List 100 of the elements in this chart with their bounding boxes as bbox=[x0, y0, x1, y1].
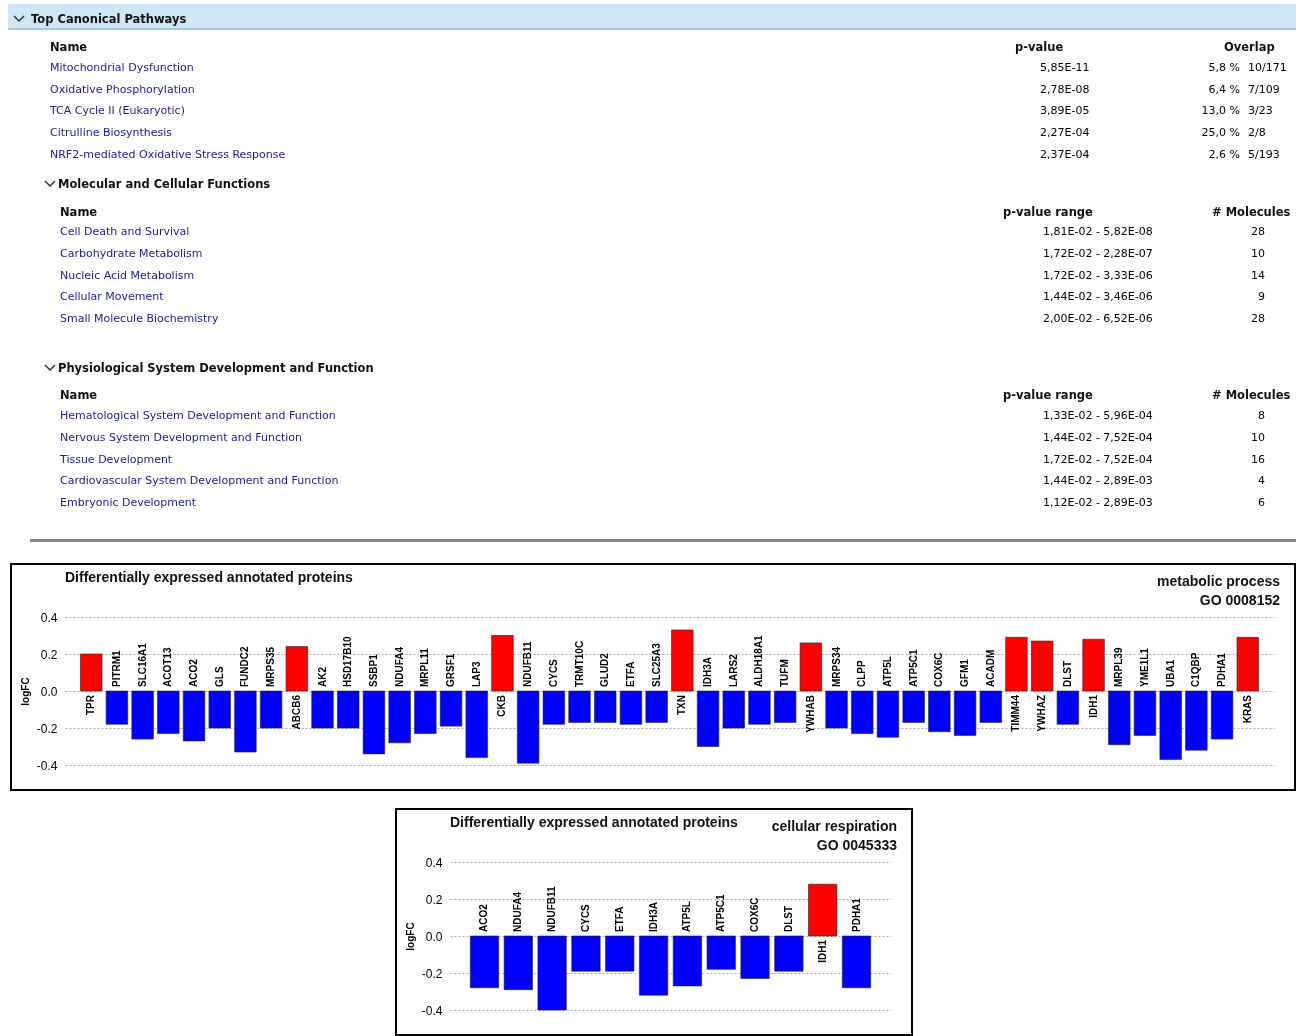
bar bbox=[1108, 690, 1131, 745]
text: Carbohydrate Metabolism bbox=[60, 247, 203, 261]
bar bbox=[568, 690, 591, 723]
text: p-value bbox=[1015, 40, 1064, 54]
bar bbox=[928, 690, 951, 732]
bar bbox=[748, 690, 771, 725]
x-tick-label: FUNDC2 bbox=[239, 646, 251, 687]
x-tick-label: CKB bbox=[496, 695, 508, 717]
bar bbox=[105, 690, 129, 725]
text: 5/193 bbox=[1248, 148, 1280, 162]
bar bbox=[208, 690, 231, 729]
bar bbox=[388, 690, 411, 744]
text: 5,8 % bbox=[1207, 61, 1240, 75]
y-tick-label: 0.0 bbox=[425, 929, 443, 944]
bar bbox=[1159, 690, 1182, 760]
bar bbox=[594, 690, 617, 723]
x-tick-label: C1QBP bbox=[1190, 652, 1202, 687]
bar bbox=[362, 690, 386, 755]
x-tick-label: LARS2 bbox=[727, 653, 739, 687]
text: Tissue Development bbox=[60, 453, 173, 467]
x-tick-label: PITRM1 bbox=[110, 649, 122, 687]
text: Name bbox=[60, 388, 98, 402]
text: 6,4 % bbox=[1207, 82, 1240, 97]
text: 2,78E-08 bbox=[1040, 82, 1090, 97]
text: # Molecules bbox=[1212, 388, 1291, 402]
x-tick-label: ATP5C1 bbox=[715, 893, 727, 932]
x-tick-label: MRPS34 bbox=[830, 646, 842, 687]
x-tick-label: KRAS bbox=[1241, 694, 1253, 724]
bar bbox=[1031, 640, 1054, 692]
chart-title: Differentially expressed annotated proteins bbox=[450, 814, 739, 830]
bar bbox=[1236, 637, 1259, 692]
bar bbox=[825, 690, 848, 729]
x-tick-label: IDH1 bbox=[1087, 694, 1099, 718]
x-tick-label: IDH3A bbox=[702, 656, 714, 687]
x-tick-label: CYCS bbox=[579, 903, 591, 932]
text: NRF2-mediated Oxidative Stress Response bbox=[50, 148, 286, 162]
text: 1,72E-02 - 7,52E-04 bbox=[1043, 453, 1153, 467]
bar bbox=[414, 690, 437, 734]
x-tick-label: NDUFB11 bbox=[522, 641, 534, 687]
y-axis-title: logFC bbox=[19, 677, 31, 706]
bar bbox=[465, 690, 488, 758]
text: 28 bbox=[1250, 312, 1265, 326]
bar bbox=[1056, 690, 1079, 725]
bar bbox=[517, 690, 540, 764]
text: 1,81E-02 - 5,82E-08 bbox=[1043, 225, 1153, 239]
x-tick-label: GLUD2 bbox=[599, 652, 611, 687]
text: # Molecules bbox=[1212, 205, 1291, 219]
text: Physiological System Development and Function bbox=[58, 361, 374, 375]
x-tick-label: NDUFB11 bbox=[546, 886, 558, 932]
text: Name bbox=[60, 205, 98, 219]
x-tick-label: NDUFA4 bbox=[512, 891, 524, 932]
text: 2,27E-04 bbox=[1040, 126, 1090, 140]
text: 7/109 bbox=[1248, 82, 1280, 97]
bar bbox=[337, 690, 360, 729]
text: Cell Death and Survival bbox=[60, 225, 190, 239]
y-tick-label: 0.4 bbox=[40, 610, 58, 625]
text: 2/8 bbox=[1248, 126, 1266, 140]
text: 1,44E-02 - 3,46E-06 bbox=[1043, 290, 1153, 304]
x-tick-label: ATP5L bbox=[681, 901, 693, 932]
x-tick-label: MRPS35 bbox=[265, 646, 277, 687]
y-tick-label: -0.4 bbox=[421, 1003, 443, 1018]
text: 1,72E-02 - 2,28E-07 bbox=[1043, 247, 1153, 261]
bar bbox=[979, 690, 1002, 723]
y-axis-title: logFC bbox=[404, 922, 416, 951]
text: Embryonic Development bbox=[60, 496, 197, 510]
bar bbox=[696, 690, 720, 747]
x-tick-label: GRSF1 bbox=[445, 653, 457, 687]
bar bbox=[1082, 638, 1105, 692]
y-tick-label: -0.2 bbox=[36, 721, 58, 736]
text: p-value range bbox=[1003, 388, 1093, 402]
x-tick-label: YWHAB bbox=[804, 695, 816, 733]
text: 2,6 % bbox=[1207, 148, 1240, 162]
x-tick-label: AK2 bbox=[316, 666, 328, 687]
text: GO 0008152 bbox=[1199, 591, 1280, 609]
text: 28 bbox=[1250, 225, 1265, 239]
bar bbox=[722, 690, 745, 729]
bar bbox=[774, 690, 797, 723]
text: GO 0045333 bbox=[816, 836, 897, 854]
x-tick-label: ALDH18A1 bbox=[753, 634, 765, 687]
x-tick-label: GFM1 bbox=[959, 658, 971, 687]
text: TCA Cycle II (Eukaryotic) bbox=[50, 104, 185, 118]
bar bbox=[131, 690, 154, 740]
text: Cardiovascular System Development and Function bbox=[60, 474, 339, 488]
text: 2,00E-02 - 6,52E-06 bbox=[1043, 312, 1153, 326]
text: 10 bbox=[1250, 247, 1265, 261]
y-tick-label: 0.0 bbox=[40, 684, 58, 699]
chart-title: Differentially expressed annotated proteins bbox=[65, 569, 354, 585]
text: Small Molecule Biochemistry bbox=[60, 312, 219, 326]
bar bbox=[1185, 690, 1208, 751]
text: Oxidative Phosphorylation bbox=[50, 82, 195, 97]
x-tick-label: TIMM44 bbox=[1010, 694, 1022, 732]
text: Overlap bbox=[1224, 40, 1275, 54]
text: 1,44E-02 - 2,89E-03 bbox=[1043, 474, 1153, 488]
x-tick-label: IDH3A bbox=[647, 901, 659, 932]
x-tick-label: MRPL39 bbox=[1113, 647, 1125, 687]
text: 6 bbox=[1257, 496, 1265, 510]
x-tick-label: COX6C bbox=[933, 652, 945, 687]
x-tick-label: DLST bbox=[1061, 660, 1073, 687]
text: 16 bbox=[1250, 453, 1265, 467]
text: 3,89E-05 bbox=[1040, 104, 1090, 118]
